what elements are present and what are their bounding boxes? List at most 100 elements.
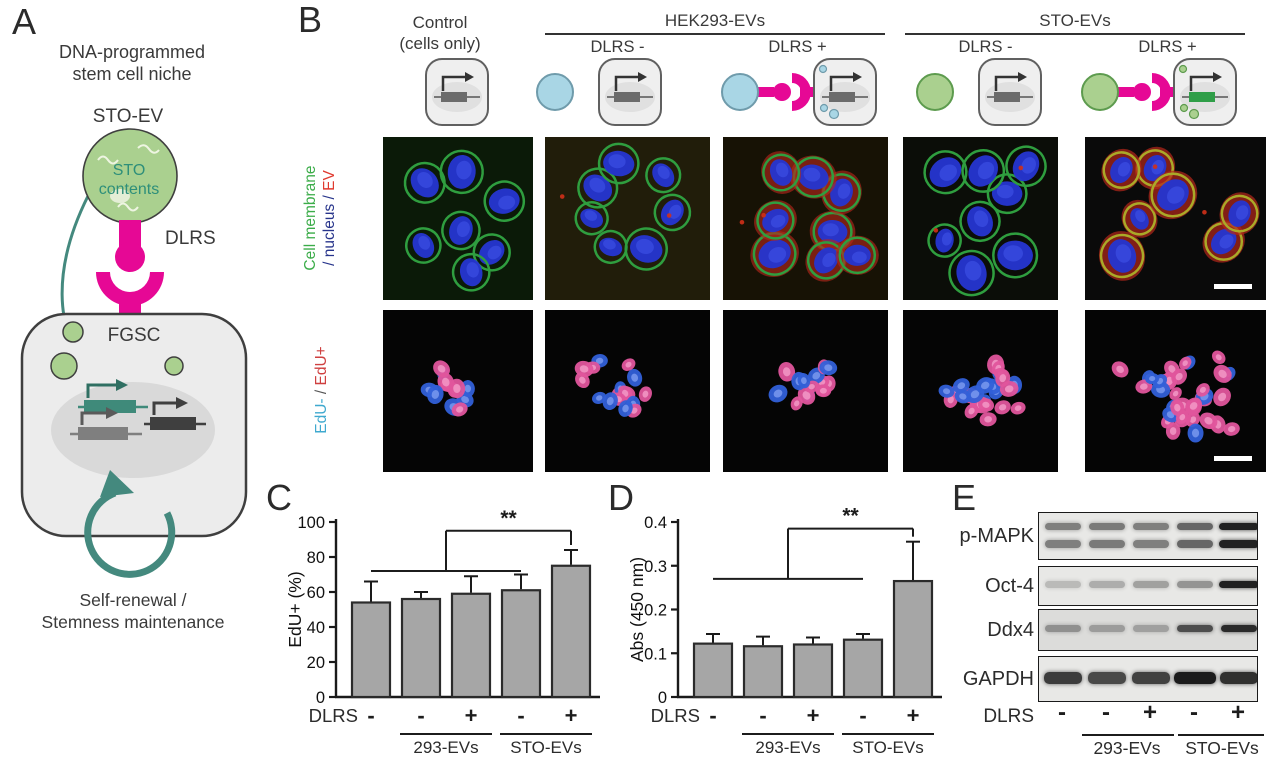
gene-icon <box>441 92 467 102</box>
dlrs-label: DLRS <box>165 228 216 249</box>
svg-text:+: + <box>907 703 920 728</box>
control-cell-icon <box>425 58 489 126</box>
ev-cargo-blob <box>110 189 130 203</box>
gene-icon <box>994 92 1020 102</box>
ev-squiggle-icon <box>97 155 119 165</box>
scale-bar <box>1214 284 1252 289</box>
dlrs-axis-label: DLRS <box>983 706 1034 727</box>
protein-band <box>1177 625 1213 633</box>
protein-band <box>1133 625 1169 633</box>
promoter-arrow-icon <box>86 383 116 398</box>
svg-text:DLRS: DLRS <box>651 705 700 726</box>
svg-text:+: + <box>565 703 578 728</box>
ev-label: EV <box>321 170 339 191</box>
slash-separator: / <box>313 385 330 399</box>
promoter-arrow-icon <box>152 401 176 415</box>
blot-label-ddx4: Ddx4 <box>987 619 1034 641</box>
nucleus-label: / nucleus / <box>321 190 339 266</box>
lane-sign: + <box>1142 699 1157 726</box>
microscopy-image-r2c1 <box>383 310 533 472</box>
svg-text:0.1: 0.1 <box>644 645 667 663</box>
lane-sign: - <box>1102 699 1110 726</box>
group-header-sto-evs: STO-EVs <box>1039 11 1111 30</box>
dlrs-receptor-stem <box>119 296 141 316</box>
svg-text:-: - <box>517 703 524 728</box>
promoter-arrow-icon <box>441 75 465 91</box>
subheader-hek-dlrs-plus: DLRS + <box>768 38 827 56</box>
group-underline-stoevs <box>1178 734 1264 736</box>
stem-cell-niche-diagram: DNA-programmed stem cell niche STO-EV ST… <box>20 42 248 632</box>
gene-icon <box>78 427 128 440</box>
protein-band <box>1219 581 1257 589</box>
western-blot-panel: p-MAPK Oct-4 Ddx4 GAPDH DLRS - - + - + 2… <box>950 482 1268 765</box>
protein-band <box>1133 540 1169 548</box>
niche-title-line2: stem cell niche <box>72 64 191 84</box>
internalized-ev-dot <box>1179 103 1189 113</box>
edu-percentage-bar-chart: 0 20 40 60 80 100 EdU+ (%) - - + - + DLRS 293-EVs STO-… <box>288 507 600 757</box>
protein-band <box>1044 672 1082 684</box>
promoter-arrow-icon <box>994 75 1018 91</box>
panel-d-label: D <box>608 477 634 518</box>
microscopy-image-r1c4 <box>903 137 1058 300</box>
subheader-sto-dlrs-plus: DLRS + <box>1138 38 1197 56</box>
svg-text:-: - <box>859 703 866 728</box>
blot-label-gapdh: GAPDH <box>962 668 1034 690</box>
self-renewal-caption-line2: Stemness maintenance <box>42 612 225 632</box>
protein-band <box>1219 523 1257 530</box>
internalized-ev-icon <box>50 352 78 380</box>
protein-band <box>1133 523 1169 530</box>
blot-label-oct4: Oct-4 <box>985 575 1034 597</box>
protein-band <box>1045 540 1081 548</box>
protein-band <box>1132 672 1170 684</box>
edu-plus-label: EdU+ <box>313 346 330 386</box>
protein-band <box>1089 540 1125 548</box>
promoter-arrow-icon <box>614 75 638 91</box>
ev-content-line1: STO <box>113 162 146 179</box>
protein-band <box>1219 540 1257 548</box>
svg-text:293-EVs: 293-EVs <box>413 738 478 757</box>
dlrs-stem <box>800 87 816 97</box>
svg-text:60: 60 <box>307 584 325 602</box>
svg-text:0.3: 0.3 <box>644 558 667 576</box>
microscopy-image-r2c5 <box>1085 310 1266 472</box>
protein-band <box>1088 672 1126 684</box>
svg-text:0: 0 <box>658 689 667 707</box>
hek-ev-with-cell-icon <box>536 58 662 126</box>
internalized-ev-dot <box>818 64 828 74</box>
promoter-arrow-icon <box>1189 75 1213 91</box>
control-header-line2: (cells only) <box>399 34 481 54</box>
protein-band <box>1220 672 1257 684</box>
group-underline <box>905 33 1245 35</box>
row-label-edu: EdU- / EdU+ <box>312 315 332 465</box>
ev-squiggle-icon <box>117 202 139 212</box>
microscopy-image-r1c5 <box>1085 137 1266 300</box>
svg-text:DLRS: DLRS <box>309 705 358 726</box>
promoter-arrowhead <box>176 397 188 409</box>
promoter-arrow-icon <box>80 411 106 425</box>
svg-text:**: ** <box>842 505 859 528</box>
sto-ev-circle-icon <box>916 73 954 111</box>
protein-band <box>1089 581 1125 589</box>
lane-sign: + <box>1230 699 1245 726</box>
promoter-arrowhead <box>116 379 128 391</box>
internalized-ev-dot <box>819 103 829 113</box>
svg-text:+: + <box>807 703 820 728</box>
fgsc-label: FGSC <box>108 325 161 346</box>
row-label-membrane-nucleus-ev: Cell membrane / nucleus / EV <box>301 118 343 318</box>
svg-text:-: - <box>417 703 424 728</box>
internalized-ev-dot <box>1178 64 1188 74</box>
blot-label-pmapk: p-MAPK <box>959 525 1034 547</box>
panel-c-label: C <box>266 477 292 518</box>
dlrs-stem <box>1118 87 1134 97</box>
dlrs-receptor-stem <box>119 220 141 250</box>
group-underline <box>545 33 885 35</box>
microscopy-image-r2c4 <box>903 310 1058 472</box>
gene-icon <box>1189 92 1215 102</box>
gene-icon <box>614 92 640 102</box>
hek-ev-circle-icon <box>721 73 759 111</box>
protein-band <box>1089 625 1125 633</box>
microscopy-image-r1c2 <box>545 137 710 300</box>
scale-bar <box>1214 456 1252 461</box>
lane-sign: - <box>1190 699 1198 726</box>
promoter-arrowhead <box>638 72 647 82</box>
